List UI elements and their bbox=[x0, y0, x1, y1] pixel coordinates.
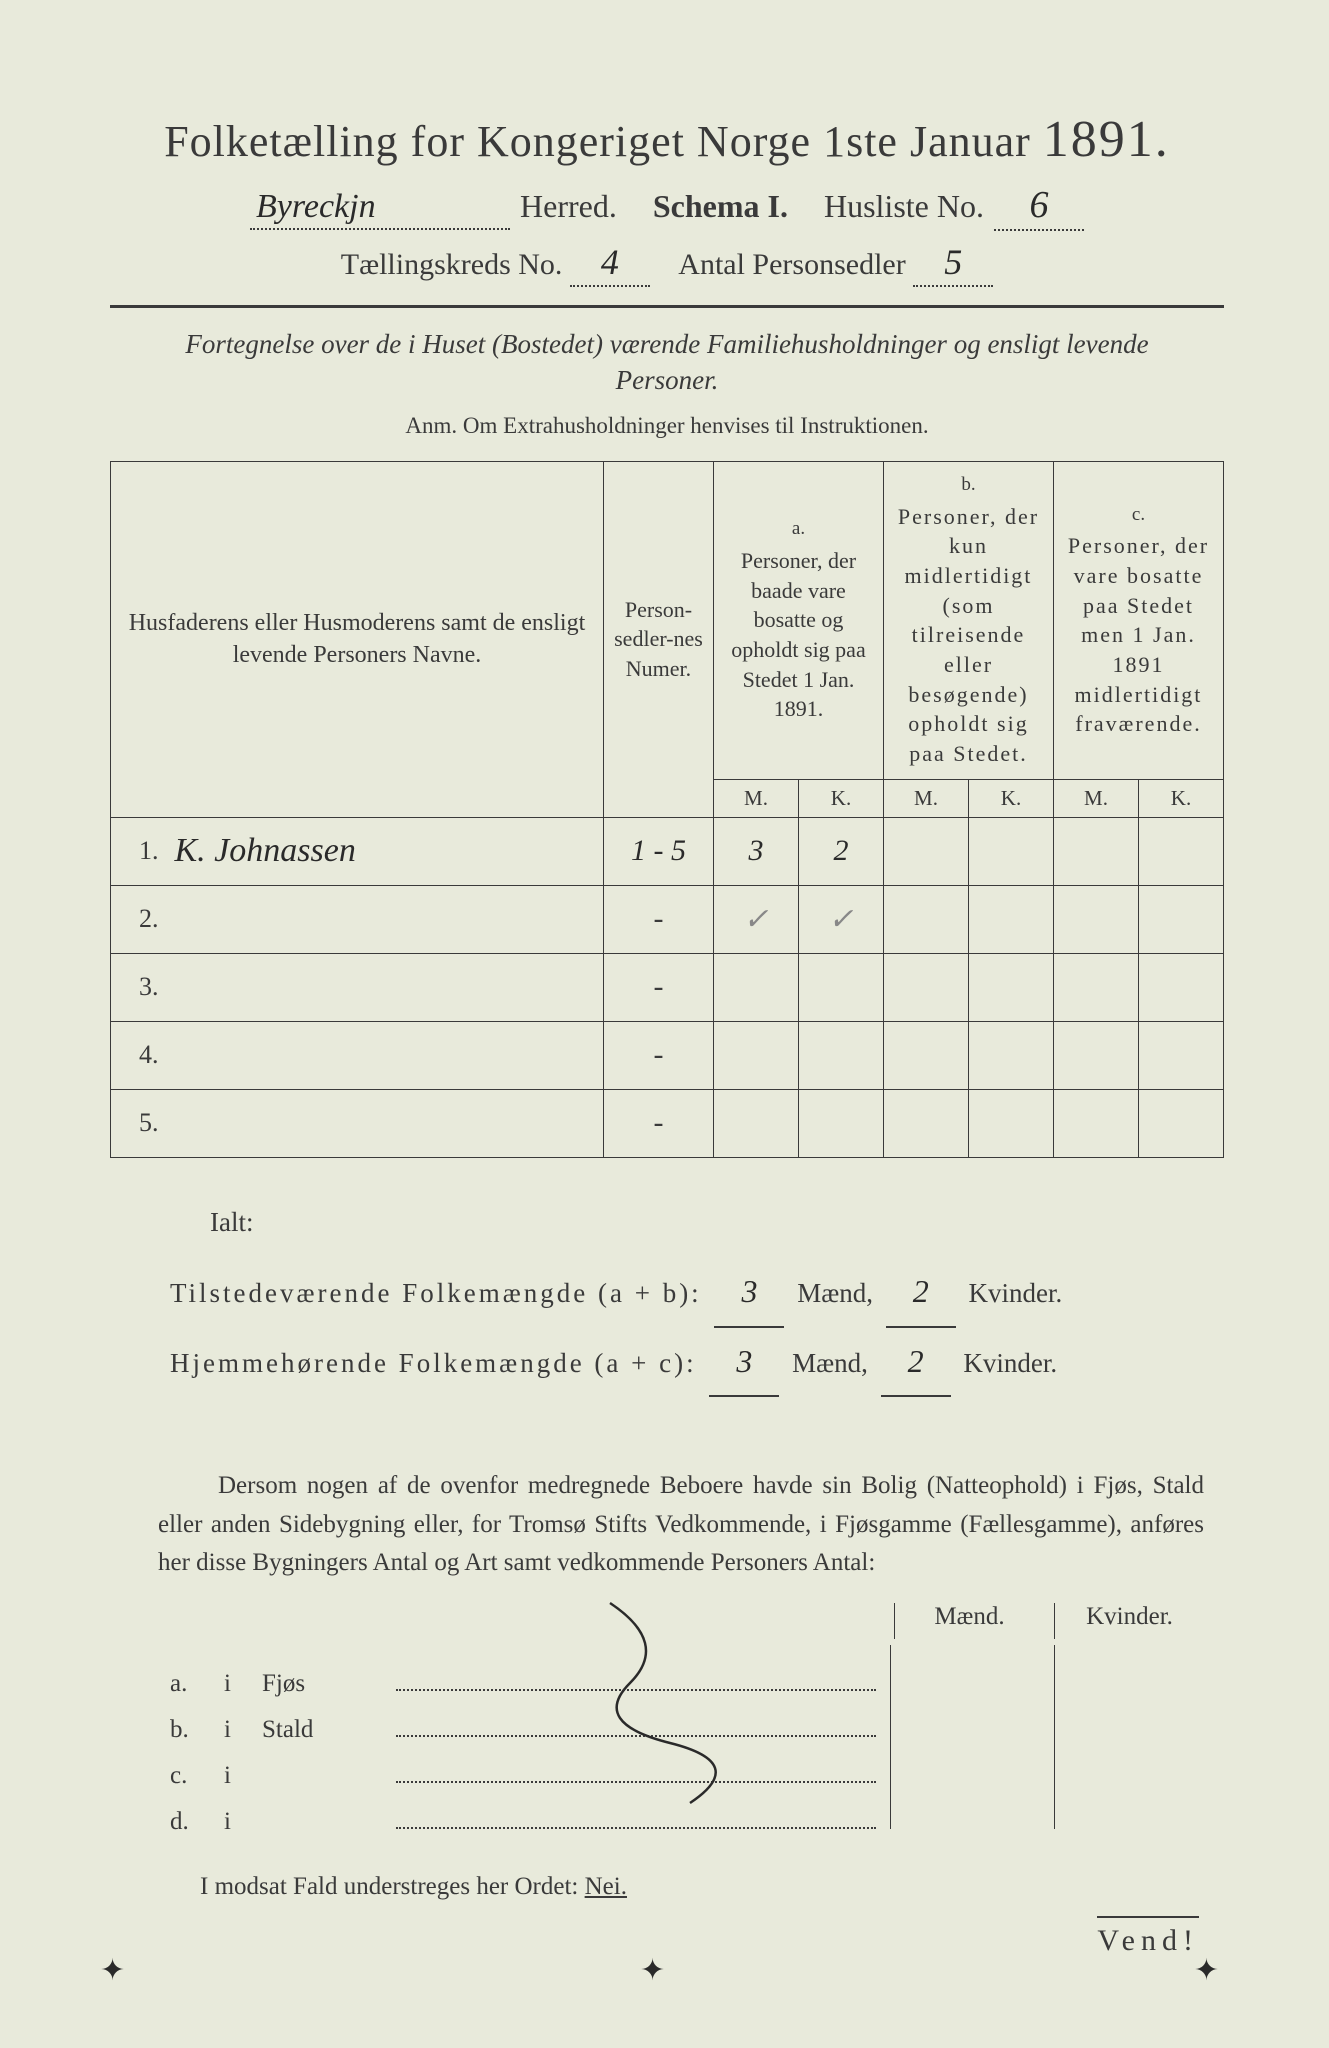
ialt-label: Ialt: bbox=[210, 1194, 1224, 1251]
husliste-value: 6 bbox=[994, 183, 1084, 231]
census-table: Husfaderens eller Husmoderens samt de en… bbox=[110, 461, 1224, 1158]
bldg-row: d. i bbox=[170, 1783, 1204, 1829]
nei-word: Nei. bbox=[585, 1873, 627, 1900]
col-b: b. Personer, der kun midlertidigt (som t… bbox=[884, 461, 1054, 779]
col-a-k: K. bbox=[799, 779, 884, 817]
registration-mark-icon: ✦ bbox=[640, 1953, 665, 1988]
building-header: Mænd. Kvinder. bbox=[170, 1603, 1204, 1639]
herred-label: Herred. bbox=[520, 188, 617, 225]
nei-line: I modsat Fald understreges her Ordet: Ne… bbox=[200, 1873, 1224, 1901]
instruction-paragraph: Dersom nogen af de ovenfor medregnede Be… bbox=[158, 1467, 1204, 1583]
col-c-k: K. bbox=[1139, 779, 1224, 817]
herred-value: Byreckjn bbox=[250, 188, 510, 230]
col-b-k: K. bbox=[969, 779, 1054, 817]
col-numer: Person-sedler-nes Numer. bbox=[604, 461, 714, 817]
divider bbox=[110, 305, 1224, 308]
bldg-row: a. i Fjøs bbox=[170, 1645, 1204, 1691]
anm-note: Anm. Om Extrahusholdninger henvises til … bbox=[110, 413, 1224, 439]
bldg-maend: Mænd. bbox=[894, 1603, 1044, 1639]
husliste-label: Husliste No. bbox=[824, 188, 984, 225]
table-body: 1. K. Johnassen 1 - 5 3 2 2. - ✓ ✓ bbox=[111, 817, 1224, 1157]
page-title: Folketælling for Kongeriget Norge 1ste J… bbox=[110, 110, 1224, 169]
kreds-value: 4 bbox=[570, 241, 650, 287]
header-line-2: Byreckjn Herred. Schema I. Husliste No. … bbox=[110, 183, 1224, 231]
title-text: Folketælling for Kongeriget Norge 1ste J… bbox=[164, 117, 1031, 166]
table-row: 4. - bbox=[111, 1021, 1224, 1089]
table-row: 5. - bbox=[111, 1089, 1224, 1157]
kreds-label: Tællingskreds No. bbox=[341, 248, 563, 281]
totals-block: Ialt: Tilstedeværende Folkemængde (a + b… bbox=[170, 1194, 1224, 1397]
title-year: 1891. bbox=[1043, 111, 1170, 168]
antal-value: 5 bbox=[913, 241, 993, 287]
col-b-m: M. bbox=[884, 779, 969, 817]
totals-line-1: Tilstedeværende Folkemængde (a + b): 3 M… bbox=[170, 1258, 1224, 1327]
table-row: 1. K. Johnassen 1 - 5 3 2 bbox=[111, 817, 1224, 885]
registration-mark-icon: ✦ bbox=[100, 1953, 125, 1988]
schema-label: Schema I. bbox=[653, 188, 788, 225]
table-row: 2. - ✓ ✓ bbox=[111, 885, 1224, 953]
col-a-m: M. bbox=[714, 779, 799, 817]
col-names: Husfaderens eller Husmoderens samt de en… bbox=[111, 461, 604, 817]
table-row: 3. - bbox=[111, 953, 1224, 1021]
registration-mark-icon: ✦ bbox=[1194, 1953, 1219, 1988]
header-line-3: Tællingskreds No. 4 Antal Personsedler 5 bbox=[110, 241, 1224, 287]
col-c: c. Personer, der vare bosatte paa Stedet… bbox=[1054, 461, 1224, 779]
subheading: Fortegnelse over de i Huset (Bostedet) v… bbox=[170, 326, 1164, 399]
vend-label: Vend! bbox=[1097, 1916, 1199, 1958]
col-a: a. Personer, der baade vare bosatte og o… bbox=[714, 461, 884, 779]
antal-label: Antal Personsedler bbox=[678, 248, 905, 281]
building-block: Mænd. Kvinder. a. i Fjøs b. i Stald c. i bbox=[170, 1603, 1204, 1829]
totals-line-2: Hjemmehørende Folkemængde (a + c): 3 Mæn… bbox=[170, 1328, 1224, 1397]
col-c-m: M. bbox=[1054, 779, 1139, 817]
bldg-kvinder: Kvinder. bbox=[1054, 1603, 1204, 1639]
census-form-page: Folketælling for Kongeriget Norge 1ste J… bbox=[0, 0, 1329, 2048]
